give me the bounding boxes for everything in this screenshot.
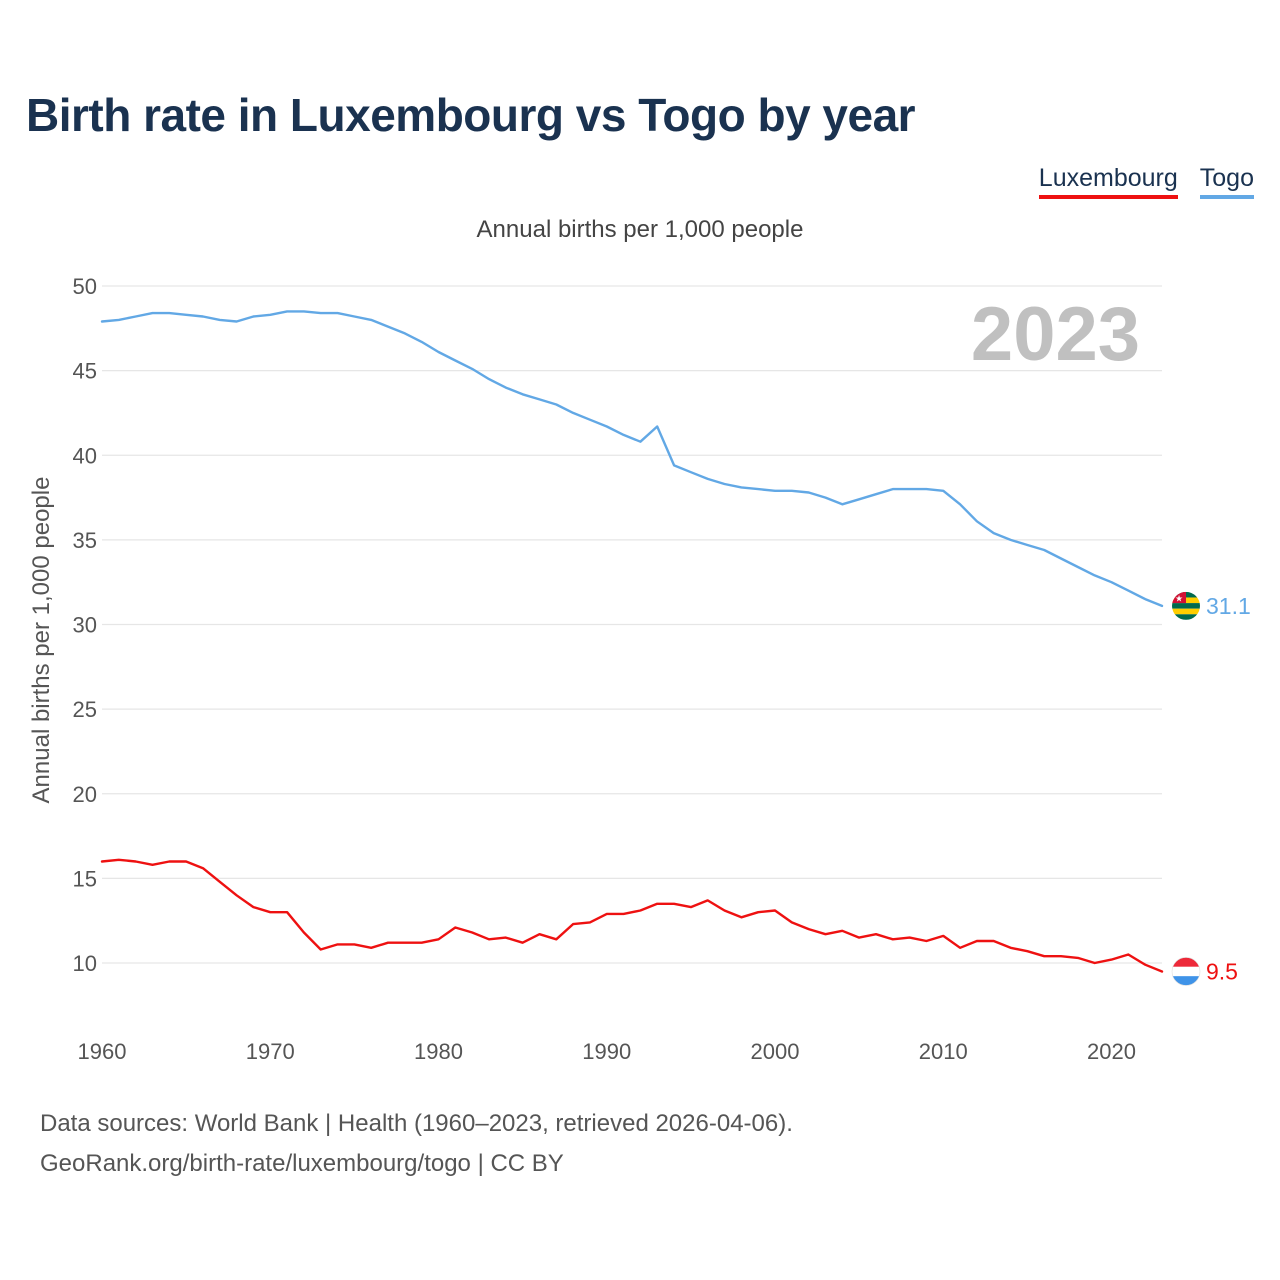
legend-item-luxembourg[interactable]: Luxembourg [1038, 164, 1178, 199]
x-tick-labels: 1960 1970 1980 1990 2000 2010 2020 [78, 1039, 1136, 1064]
y-tick-label: 30 [73, 613, 97, 638]
luxembourg-end-value: 9.5 [1206, 958, 1238, 984]
x-tick-label: 2010 [919, 1039, 968, 1064]
x-tick-label: 1970 [246, 1039, 295, 1064]
x-tick-label: 1980 [414, 1039, 463, 1064]
y-tick-label: 15 [73, 866, 97, 891]
x-tick-label: 1960 [78, 1039, 127, 1064]
year-watermark: 2023 [971, 292, 1140, 377]
svg-text:★: ★ [1175, 594, 1183, 604]
series-lines [100, 310, 1164, 973]
y-tick-label: 35 [73, 528, 97, 553]
grid-lines [102, 285, 1162, 964]
togo-flag-icon: ★ [1172, 591, 1200, 620]
x-tick-label: 2020 [1087, 1039, 1136, 1064]
y-tick-label: 45 [73, 359, 97, 384]
y-tick-label: 20 [73, 782, 97, 807]
y-tick-label: 10 [73, 951, 97, 976]
chart-title: Birth rate in Luxembourg vs Togo by year [26, 89, 916, 141]
source-line-1: Data sources: World Bank | Health (1960–… [40, 1110, 793, 1137]
series-line-luxembourg [100, 858, 1164, 973]
togo-end-value: 31.1 [1206, 593, 1251, 619]
x-tick-label: 1990 [582, 1039, 631, 1064]
chart-subtitle: Annual births per 1,000 people [476, 216, 804, 243]
x-tick-label: 2000 [751, 1039, 800, 1064]
y-tick-label: 50 [73, 274, 97, 299]
legend-item-togo[interactable]: Togo [1199, 164, 1254, 199]
luxembourg-flag-icon [1171, 957, 1201, 986]
series-line-togo [100, 310, 1164, 608]
y-tick-label: 25 [73, 697, 97, 722]
source-line-2[interactable]: GeoRank.org/birth-rate/luxembourg/togo |… [40, 1150, 564, 1177]
y-tick-labels: 10 15 20 25 30 35 40 45 50 [73, 274, 97, 976]
data-source: Data sources: World Bank | Health (1960–… [40, 1104, 793, 1184]
legend: Luxembourg Togo [1038, 164, 1254, 199]
y-tick-label: 40 [73, 443, 97, 468]
